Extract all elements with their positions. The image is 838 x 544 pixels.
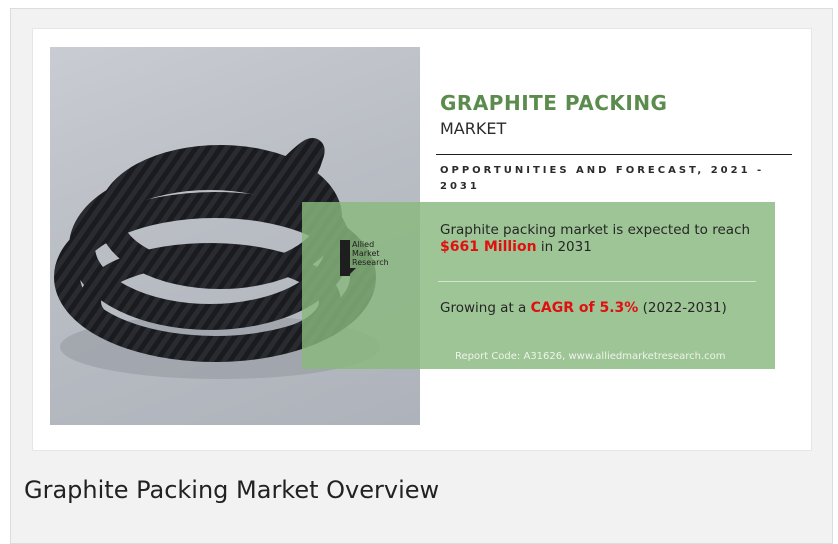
header-divider: [436, 154, 792, 155]
stat2-prefix: Growing at a: [440, 300, 527, 316]
stat1-suffix: in 2031: [540, 239, 592, 255]
image-caption: Graphite Packing Market Overview: [24, 476, 440, 504]
stat1-value: $661 Million: [440, 239, 537, 255]
stats-divider: [438, 281, 756, 282]
cagr-stat: Growing at a CAGR of 5.3% (2022-2031): [440, 300, 760, 317]
infographic-title: GRAPHITE PACKING: [440, 91, 668, 115]
section-heading: OPPORTUNITIES AND FORECAST, 2021 - 2031: [440, 165, 765, 192]
logo-wordmark: Allied Market Research: [352, 240, 389, 267]
logo-mark-icon: [340, 240, 356, 276]
stat2-suffix: (2022-2031): [642, 300, 727, 316]
stats-panel: [302, 202, 775, 369]
stat2-value: CAGR of 5.3%: [530, 300, 639, 316]
stat1-prefix: Graphite packing market is expected to r…: [440, 222, 751, 238]
allied-market-research-logo: Allied Market Research: [338, 238, 408, 278]
market-size-stat: Graphite packing market is expected to r…: [440, 222, 760, 256]
infographic-subtitle: MARKET: [440, 119, 507, 138]
report-code: Report Code: A31626, www.alliedmarketres…: [455, 351, 726, 362]
